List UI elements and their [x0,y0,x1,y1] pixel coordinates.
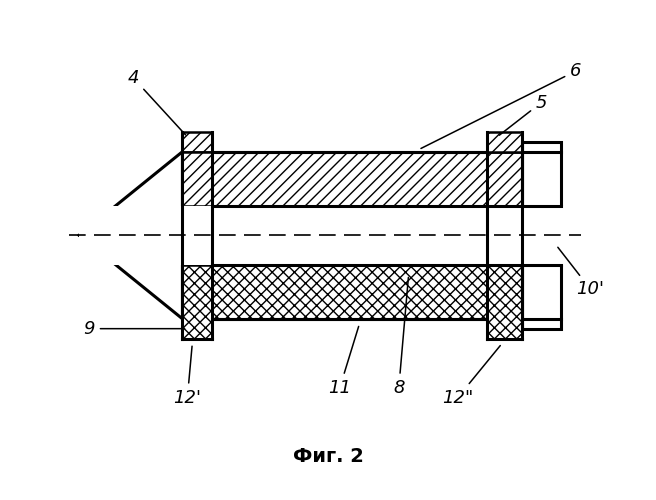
Bar [182,132,212,152]
Text: 4: 4 [127,69,186,135]
Text: 11: 11 [328,326,359,396]
Bar [212,152,487,206]
Text: Фиг. 2: Фиг. 2 [293,447,363,466]
Text: 9: 9 [83,320,184,338]
Text: 12': 12' [173,346,201,406]
Bar [182,265,212,338]
Text: 10': 10' [558,248,605,298]
Bar [79,206,566,265]
Polygon shape [79,152,182,319]
Bar [487,132,522,152]
Bar [487,152,522,206]
Bar [487,265,522,338]
Text: 6: 6 [421,62,582,148]
Bar [522,142,561,328]
Bar [182,152,212,206]
Text: 12": 12" [442,346,501,406]
Text: 8: 8 [393,278,409,396]
Bar [212,265,487,319]
Text: 5: 5 [499,94,547,135]
